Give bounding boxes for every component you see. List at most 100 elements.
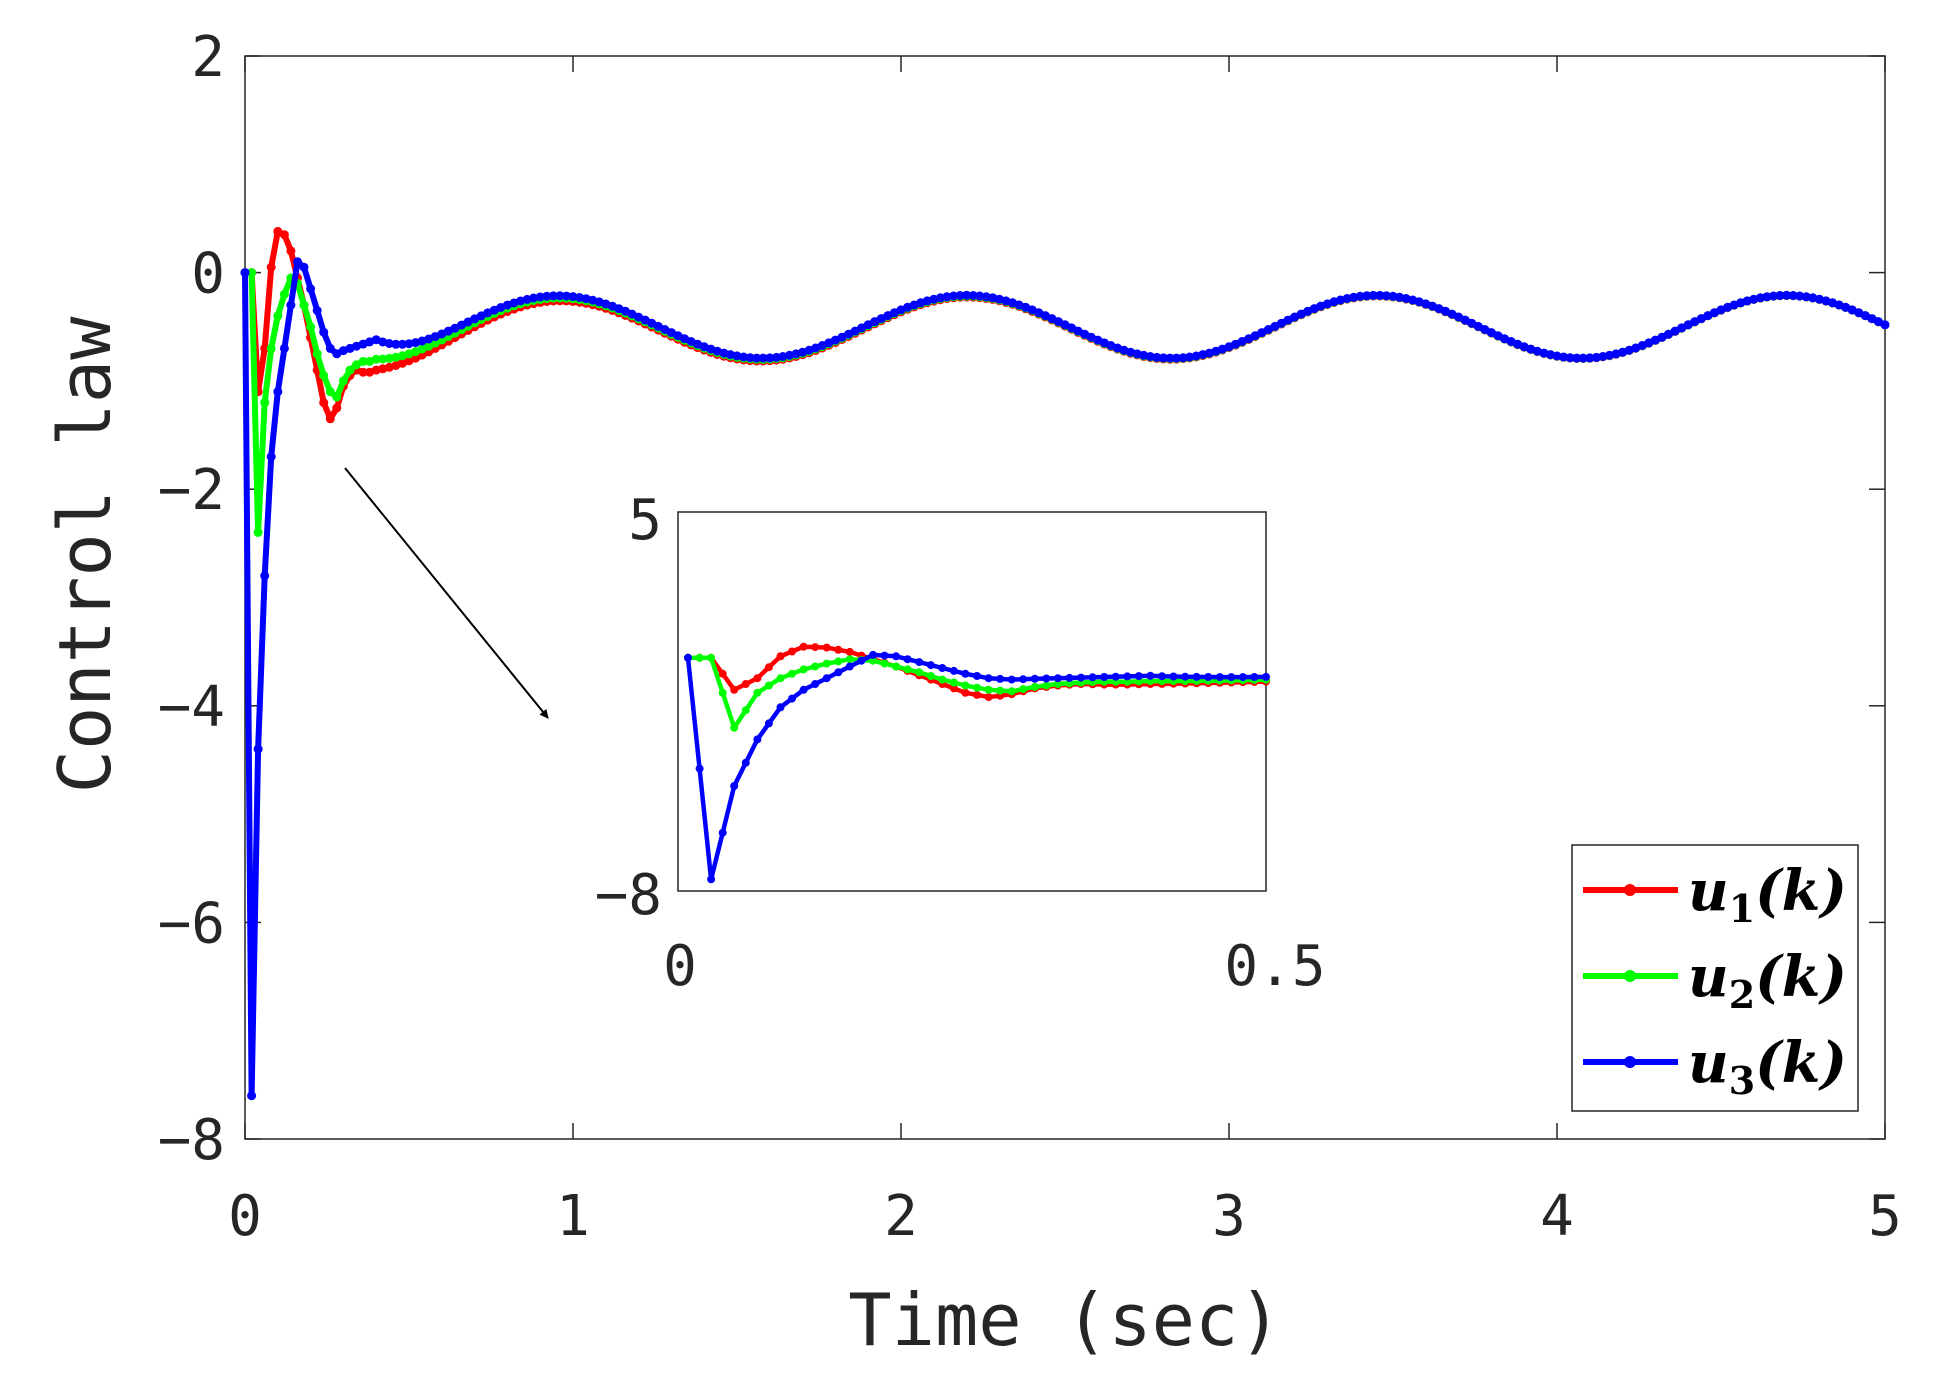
x-axis-title: Time (sec) <box>848 1278 1281 1362</box>
inset-series-point <box>880 659 889 668</box>
series-point <box>1375 290 1385 300</box>
series-point <box>266 262 276 272</box>
series-point <box>325 343 335 353</box>
series-point <box>371 354 381 364</box>
inset-series-point <box>684 653 692 662</box>
series-point <box>1880 320 1890 330</box>
main-tick-labels: 0 1 2 3 4 5 2 0 −2 −4 −6 −8 <box>158 25 1902 1249</box>
series-point <box>561 291 571 301</box>
series-point <box>535 292 545 302</box>
inset-series-point <box>834 645 843 654</box>
inset-series-point <box>1146 671 1155 680</box>
series-point <box>319 371 329 380</box>
inset-series-point <box>741 758 750 767</box>
inset-x-tick-label-left: 0 <box>663 934 697 999</box>
y-tick-label: −4 <box>158 675 225 740</box>
inset-series-point <box>822 674 831 683</box>
inset-series-point <box>1053 674 1062 683</box>
series-point <box>765 353 775 363</box>
legend-swatch-marker <box>1624 970 1636 982</box>
series-point <box>312 349 322 359</box>
series-point <box>286 246 296 256</box>
series-point <box>955 291 965 300</box>
series-point <box>338 376 348 386</box>
inset-series-point <box>1030 682 1039 691</box>
series-point <box>266 343 276 353</box>
inset-series-point <box>776 674 785 683</box>
inset-series-point <box>1123 672 1132 681</box>
inset-series-point <box>1030 674 1039 683</box>
series-point <box>279 230 289 240</box>
inset-series-point <box>1007 687 1016 696</box>
series-point <box>968 291 978 300</box>
inset-series-point <box>949 678 958 687</box>
series-point <box>975 291 985 301</box>
inset-series-point <box>1192 672 1201 681</box>
x-tick-label: 4 <box>1540 1184 1574 1249</box>
inset-series-point <box>1250 673 1259 681</box>
inset-series-point <box>1181 672 1190 681</box>
series-point <box>1158 353 1168 363</box>
legend: u1(k) u2(k) u3(k) <box>1571 844 1859 1112</box>
inset-series-point <box>811 680 820 688</box>
inset-series-point <box>811 662 820 671</box>
inset-series-point <box>799 685 808 694</box>
inset-series-point <box>1158 672 1166 681</box>
inset-y-tick-label-bottom: −8 <box>595 863 662 928</box>
series-point <box>266 452 276 462</box>
inset-series-point <box>1238 673 1247 682</box>
inset-series-point <box>984 693 993 702</box>
series-point <box>1572 353 1582 363</box>
series-3 <box>240 257 1890 1101</box>
series-point <box>273 387 283 397</box>
series-point <box>260 571 270 581</box>
series-point <box>1165 353 1175 363</box>
x-tick-label: 1 <box>556 1184 590 1249</box>
series-point <box>1362 291 1372 301</box>
inset-series-point <box>753 688 762 697</box>
inset-series-point <box>753 735 762 744</box>
legend-swatch-marker <box>1624 884 1636 896</box>
series-point <box>260 343 270 353</box>
series-point <box>306 284 316 294</box>
x-tick-label: 5 <box>1868 1184 1902 1249</box>
series-point <box>319 327 329 337</box>
inset-series-point <box>1111 672 1120 681</box>
series-point <box>1585 353 1595 363</box>
series-point <box>1769 291 1778 301</box>
inset-series-point <box>730 685 739 694</box>
series-point <box>1782 290 1792 300</box>
series-point <box>247 1091 257 1101</box>
inset-series-point <box>799 642 808 651</box>
inset-series-point <box>822 643 831 652</box>
inset-series-point <box>718 828 727 837</box>
series-point <box>745 353 755 363</box>
inset-series-point <box>949 684 958 693</box>
x-tick-label: 2 <box>884 1184 918 1249</box>
inset-series-point <box>869 650 877 659</box>
series-point <box>1788 291 1798 300</box>
series-point <box>312 306 322 315</box>
inset-series-point <box>776 652 785 661</box>
series-point <box>1355 291 1365 301</box>
inset-series-point <box>764 681 773 690</box>
series-point <box>542 291 552 301</box>
series-point <box>1552 351 1562 361</box>
series-point <box>1368 290 1378 300</box>
series-point <box>1349 292 1359 302</box>
inset-series-point <box>973 672 981 680</box>
legend-swatch-marker <box>1624 1056 1636 1068</box>
series-point <box>1578 353 1588 363</box>
inset-series-point <box>1042 674 1051 683</box>
inset-x-tick-label-right: 0.5 <box>1224 934 1325 999</box>
series-point <box>345 365 355 375</box>
y-axis-title: Control law <box>43 316 127 793</box>
series-point <box>1185 352 1195 362</box>
series-point <box>1152 352 1162 362</box>
series-point <box>279 289 289 299</box>
inset-series-point <box>822 659 831 668</box>
inset-series-point <box>961 669 970 678</box>
inset-series-point <box>741 706 750 715</box>
inset-y-tick-label-top: 5 <box>628 488 662 553</box>
